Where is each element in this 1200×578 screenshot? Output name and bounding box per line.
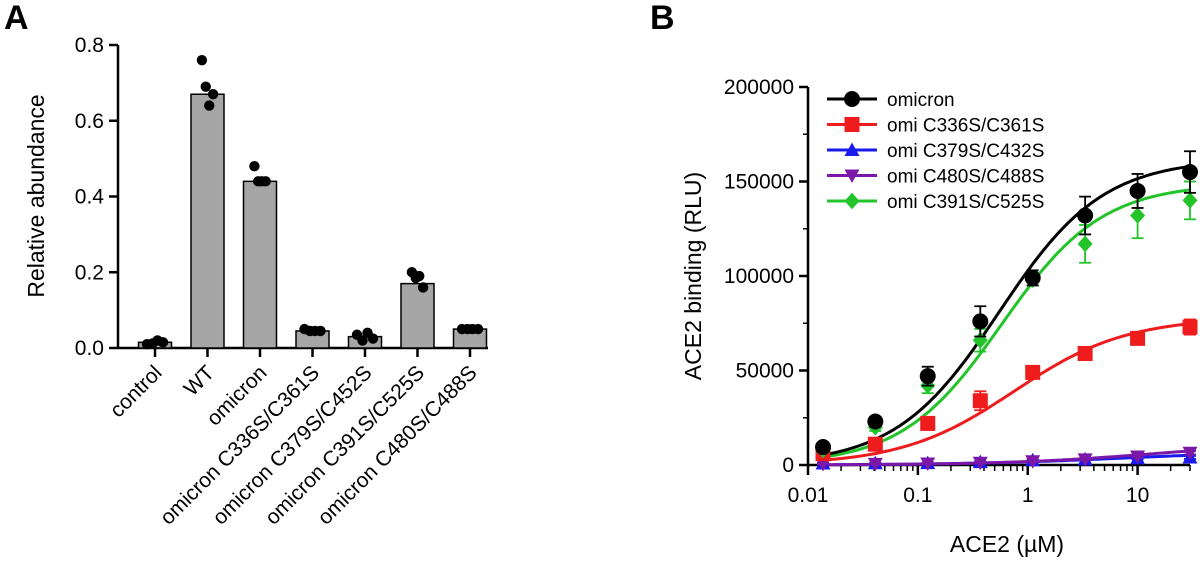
data-point <box>972 393 988 409</box>
data-point <box>844 91 860 107</box>
y-tick-label: 0.0 <box>75 337 104 360</box>
data-point <box>1130 450 1146 464</box>
data-point <box>1182 192 1198 209</box>
panel-b-y-axis-title: ACE2 binding (RLU) <box>680 172 706 380</box>
x-tick-label: control <box>106 361 167 422</box>
data-point <box>367 333 379 344</box>
y-tick-label: 0.6 <box>75 110 104 133</box>
data-point <box>1025 364 1041 380</box>
y-tick-label: 150000 <box>724 171 794 194</box>
legend-label: omi C391S/C525S <box>887 192 1044 213</box>
panel-label-a: A <box>4 0 29 37</box>
y-tick-label: 200000 <box>724 76 794 99</box>
data-point <box>867 413 884 430</box>
data-point <box>249 161 260 172</box>
data-point <box>1077 207 1094 224</box>
x-tick-label: 1 <box>1022 484 1034 507</box>
data-point <box>260 176 271 187</box>
data-point <box>1182 164 1198 181</box>
data-point <box>920 415 936 431</box>
bar <box>190 93 225 349</box>
panel-a-y-axis-title: Relative abundance <box>23 94 49 297</box>
bar <box>242 180 278 349</box>
bar <box>400 282 435 349</box>
data-point <box>417 282 429 293</box>
x-tick-label: 0.1 <box>903 484 932 507</box>
data-point <box>844 192 860 210</box>
data-point <box>815 458 831 472</box>
data-point <box>1025 455 1041 469</box>
legend-label: omi C379S/C432S <box>887 141 1044 162</box>
y-tick-label: 0.2 <box>75 261 104 284</box>
panel-a-chart: Relative abundance 0.0 0.2 0.4 0.6 0.8 contro… <box>23 34 488 529</box>
fit-curve <box>822 449 1191 467</box>
panel-b-chart: ACE2 binding (RLU) ACE2 (µM) 0 50000 10000… <box>680 76 1198 557</box>
data-point <box>920 457 936 471</box>
data-point <box>357 335 368 346</box>
data-point <box>200 81 211 92</box>
x-tick-label: WT <box>180 361 219 400</box>
data-point <box>1130 207 1146 224</box>
data-point <box>1024 269 1041 286</box>
data-point <box>1182 446 1198 461</box>
data-point <box>844 169 860 183</box>
data-point <box>196 54 208 66</box>
y-tick-label: 0 <box>782 454 794 477</box>
data-point <box>1077 453 1093 467</box>
y-tick-label: 100000 <box>724 265 794 288</box>
data-point <box>867 457 883 472</box>
legend-label: omi C336S/C361S <box>887 116 1044 137</box>
fit-curve <box>822 322 1191 462</box>
panel-b-x-axis-title: ACE2 (µM) <box>950 531 1064 557</box>
data-point <box>1182 319 1198 335</box>
panel-label-b: B <box>650 0 675 37</box>
data-point <box>815 439 832 456</box>
x-tick-label: 0.01 <box>788 484 829 507</box>
data-point <box>204 100 215 111</box>
data-point <box>972 456 988 471</box>
x-tick-label: 10 <box>1126 484 1149 507</box>
fit-curve <box>822 188 1191 459</box>
data-point <box>1077 345 1093 361</box>
data-point <box>844 142 860 156</box>
legend-label: omi C480S/C488S <box>887 167 1044 188</box>
data-point <box>844 117 860 132</box>
y-tick-label: 0.8 <box>75 34 104 57</box>
data-point <box>315 325 326 337</box>
fit-curve <box>822 164 1191 457</box>
data-point <box>1077 235 1093 253</box>
data-point <box>472 323 484 335</box>
y-tick-label: 50000 <box>736 360 794 383</box>
data-point <box>972 313 989 330</box>
data-point <box>867 436 883 452</box>
data-point <box>1130 330 1146 346</box>
data-point <box>414 270 425 282</box>
data-point <box>1129 182 1146 199</box>
legend-label: omicron <box>887 90 955 111</box>
data-point <box>207 89 219 100</box>
data-point <box>157 337 169 348</box>
data-point <box>919 368 936 385</box>
y-tick-label: 0.4 <box>75 186 105 209</box>
